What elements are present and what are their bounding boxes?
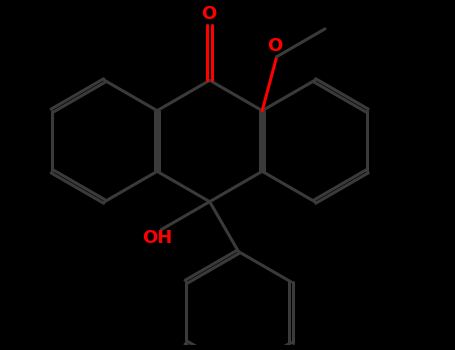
Text: O: O bbox=[201, 5, 216, 23]
Text: O: O bbox=[267, 37, 282, 55]
Text: OH: OH bbox=[142, 229, 172, 247]
